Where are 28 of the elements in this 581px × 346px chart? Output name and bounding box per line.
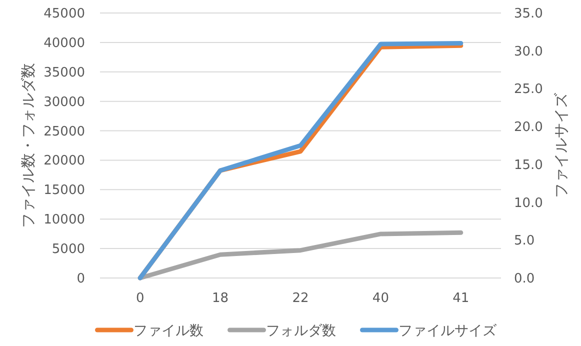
legend-label: ファイルサイズ <box>398 323 498 339</box>
x-tick-label: 18 <box>212 291 229 306</box>
y-tick-label: 30000 <box>44 94 85 110</box>
x-tick-label: 22 <box>292 291 309 306</box>
y-tick-label: 40000 <box>44 36 85 51</box>
y-axis-title: ファイル数・フォルダ数 <box>19 63 37 228</box>
y-tick-label: 0 <box>76 272 85 286</box>
legend-label: ファイル数 <box>133 323 204 339</box>
y2-tick-label: 0.0 <box>514 272 535 286</box>
y2-tick-label: 25.0 <box>514 82 543 98</box>
y-tick-label: 5000 <box>52 242 85 258</box>
y2-tick-label: 35.0 <box>514 6 543 22</box>
y2-tick-label: 15.0 <box>514 158 543 173</box>
y-tick-label: 10000 <box>44 212 85 228</box>
x-tick-label: 0 <box>136 291 144 306</box>
y2-tick-label: 5.0 <box>514 234 535 249</box>
y2-axis-title: ファイルサイズ <box>552 92 570 198</box>
legend-label: フォルダ数 <box>266 323 336 339</box>
y-tick-label: 15000 <box>44 183 85 198</box>
y-tick-label: 35000 <box>44 65 85 80</box>
y2-tick-label: 30.0 <box>514 44 543 60</box>
y2-tick-label: 10.0 <box>514 196 543 211</box>
y-tick-label: 45000 <box>44 6 85 22</box>
x-tick-label: 40 <box>372 291 389 306</box>
x-tick-label: 41 <box>452 291 470 306</box>
y-tick-label: 20000 <box>44 154 85 169</box>
y-tick-label: 25000 <box>44 124 85 140</box>
y2-tick-label: 20.0 <box>514 120 543 136</box>
